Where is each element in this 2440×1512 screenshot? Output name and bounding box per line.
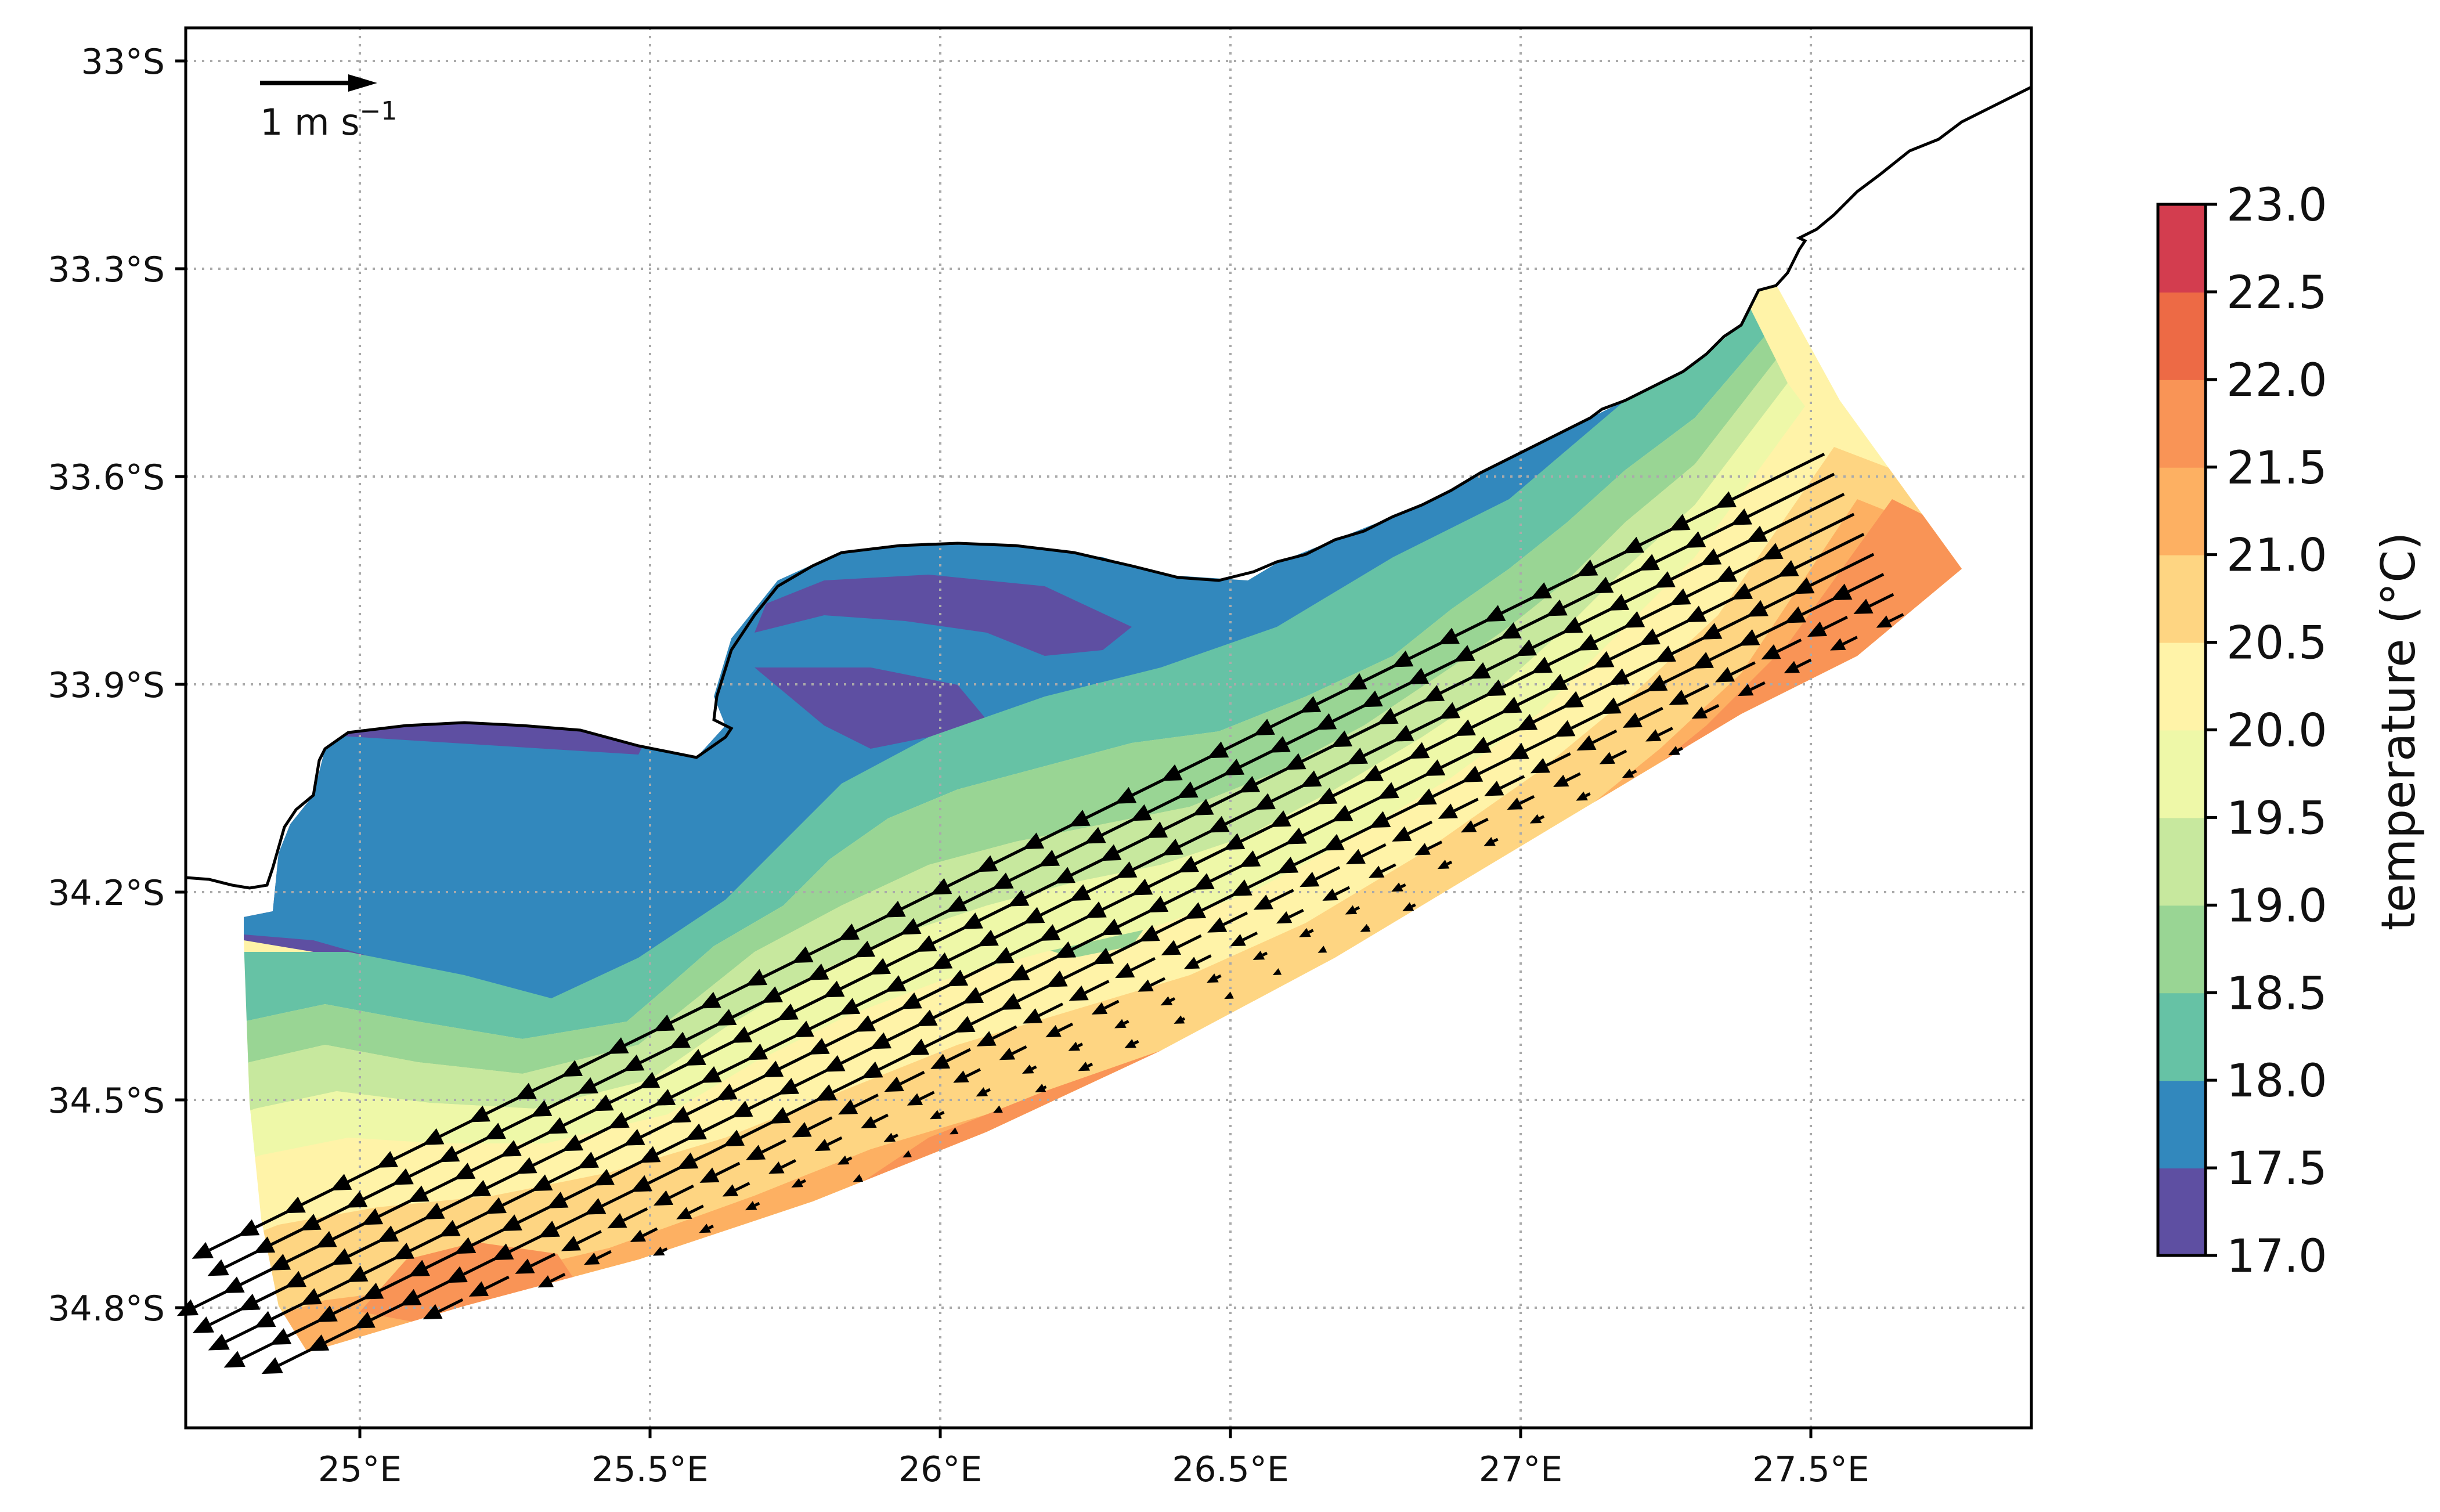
lat-tick-label-0: 33°S xyxy=(81,42,165,82)
lat-tick-label-4: 34.2°S xyxy=(48,873,165,914)
colorbar-segment-6 xyxy=(2158,643,2206,731)
colorbar-tick-label-5: 19.5 xyxy=(2226,792,2327,845)
colorbar-tick-label-11: 22.5 xyxy=(2226,267,2327,319)
lon-tick-label-2: 26°E xyxy=(898,1449,982,1490)
colorbar-tick-label-9: 21.5 xyxy=(2226,442,2327,495)
colorbar-tick-label-7: 20.5 xyxy=(2226,618,2327,670)
colorbar-segment-0 xyxy=(2158,1168,2206,1256)
lon-tick-label-3: 26.5°E xyxy=(1172,1449,1289,1490)
colorbar-tick-label-12: 23.0 xyxy=(2226,179,2327,232)
colorbar-segment-10 xyxy=(2158,292,2206,380)
colorbar-segment-1 xyxy=(2158,1080,2206,1168)
colorbar-tick-label-6: 20.0 xyxy=(2226,705,2327,757)
lon-tick-label-4: 27°E xyxy=(1479,1449,1562,1490)
colorbar-segment-7 xyxy=(2158,555,2206,643)
colorbar-segment-2 xyxy=(2158,993,2206,1081)
colorbar-tick-label-10: 22.0 xyxy=(2226,355,2327,407)
colorbar-label: temperature (°C) xyxy=(2372,532,2425,931)
colorbar-segment-9 xyxy=(2158,380,2206,468)
colorbar-tick-label-4: 19.0 xyxy=(2226,880,2327,932)
colorbar-segment-3 xyxy=(2158,905,2206,993)
colorbar-tick-label-2: 18.0 xyxy=(2226,1055,2327,1107)
lat-tick-label-3: 33.9°S xyxy=(48,665,165,706)
lon-tick-label-1: 25.5°E xyxy=(591,1449,709,1490)
lat-tick-label-6: 34.8°S xyxy=(48,1289,165,1329)
lat-tick-label-5: 34.5°S xyxy=(48,1081,165,1121)
colorbar-tick-label-8: 21.0 xyxy=(2226,530,2327,582)
lon-tick-label-0: 25°E xyxy=(318,1449,402,1490)
colorbar: 17.0 17.5 18.0 18.5 19.0 19.5 20.0 20.5 21.0 21.5… xyxy=(2158,179,2327,1283)
colorbar-segment-11 xyxy=(2158,204,2206,293)
lon-tick-label-5: 27.5°E xyxy=(1752,1449,1869,1490)
lat-tick-label-1: 33.3°S xyxy=(48,250,165,290)
colorbar-segment-5 xyxy=(2158,730,2206,818)
lat-tick-label-2: 33.6°S xyxy=(48,457,165,498)
colorbar-tick-label-1: 17.5 xyxy=(2226,1143,2327,1195)
colorbar-tick-label-3: 18.5 xyxy=(2226,968,2327,1020)
colorbar-segment-4 xyxy=(2158,817,2206,905)
colorbar-segment-8 xyxy=(2158,467,2206,555)
colorbar-tick-label-0: 17.0 xyxy=(2226,1230,2327,1283)
